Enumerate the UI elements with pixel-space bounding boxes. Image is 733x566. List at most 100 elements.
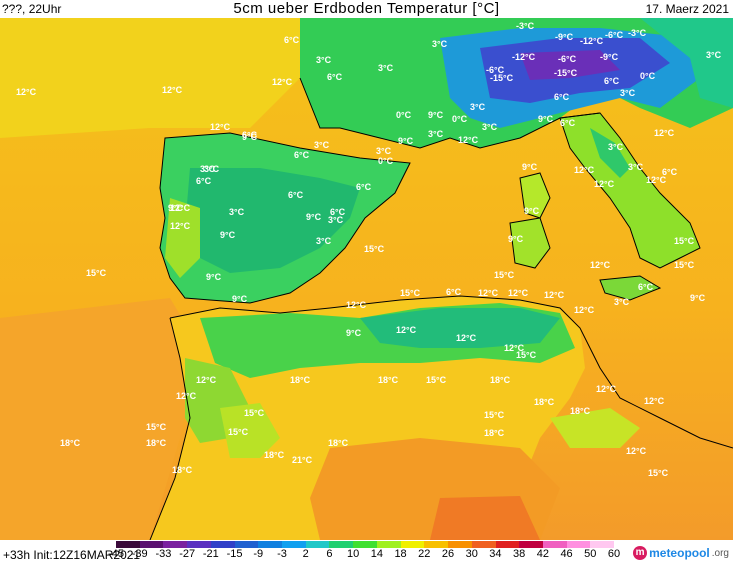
temperature-label: 12°C (508, 288, 529, 298)
temperature-label: 18°C (534, 397, 555, 407)
land-italy (560, 113, 700, 268)
temperature-label: 3°C (316, 55, 332, 65)
temperature-label: 3°C (428, 129, 444, 139)
temperature-label: -12°C (512, 52, 536, 62)
temperature-label: 3°C (316, 236, 332, 246)
temperature-label: 18°C (328, 438, 349, 448)
temperature-label: 12°C (346, 300, 367, 310)
legend-tick-label: 38 (513, 548, 526, 560)
legend-swatch (139, 541, 164, 548)
temperature-label: 12°C (272, 77, 293, 87)
legend-tick-label: 18 (394, 548, 407, 560)
meteopool-logo-icon: m (633, 546, 648, 560)
temperature-label: 15°C (86, 268, 107, 278)
legend-swatch (329, 541, 354, 548)
legend-tick-label: 50 (584, 548, 597, 560)
temperature-label: 6°C (356, 182, 372, 192)
temperature-label: 12°C (574, 305, 595, 315)
legend-swatch (163, 541, 188, 548)
temperature-label: 3°C (376, 146, 392, 156)
temperature-label: 18°C (264, 450, 285, 460)
italy-apennines (590, 128, 630, 178)
temperature-label: 15°C (494, 270, 515, 280)
temperature-label: 3°C (204, 164, 220, 174)
temperature-label: 9°C (522, 162, 538, 172)
brand[interactable]: m meteopool .org (633, 546, 729, 560)
temperature-label: 15°C (364, 244, 385, 254)
temperature-label: 6°C (294, 150, 310, 160)
legend-swatch (542, 541, 567, 548)
temperature-label: 15°C (146, 422, 167, 432)
iberia-interior (185, 168, 360, 273)
legend-swatch (282, 541, 306, 548)
temperature-label: 6°C (662, 167, 678, 177)
temperature-label: 6°C (446, 287, 462, 297)
legend-tick-labels: -45 -39 -33 -27 -21 -15 -9 -3 2 6 10 14 18 22 26 30 34 38… (108, 548, 626, 562)
land-sardinia (510, 218, 550, 268)
temperature-label: 12°C (210, 122, 231, 132)
temperature-label: 12°C (170, 221, 191, 231)
temperature-label: 12°C (196, 375, 217, 385)
land-balkan (640, 18, 733, 108)
temperature-label: 6°C (554, 92, 570, 102)
legend-swatch (566, 541, 591, 548)
temperature-label: 12°C (176, 391, 197, 401)
atlantic-south-area (0, 298, 200, 540)
legend-swatch (424, 541, 449, 548)
temperature-label: 3°C (378, 63, 394, 73)
temperature-label: 9°C (242, 132, 258, 142)
temperature-label: 6°C (560, 118, 576, 128)
temperature-label: -6°C (605, 30, 624, 40)
legend-swatch (353, 541, 377, 548)
coastlines (149, 77, 733, 540)
temperature-label: 9°C (232, 294, 248, 304)
temperature-label: 12°C (456, 333, 477, 343)
temperature-map: 6°C3°C12°C12°C 12°C3°C6°C3°C3°C-3°C-9°C -6… (0, 18, 733, 540)
temperature-label: 6°C (330, 207, 346, 217)
legend-tick-label: -21 (202, 548, 219, 560)
legend-tick-label: 34 (489, 548, 502, 560)
legend-swatch (210, 541, 235, 548)
temperature-label: 9°C (168, 203, 184, 213)
temperature-label: 12°C (594, 179, 615, 189)
temperature-label: 3°C (470, 102, 486, 112)
map-title: 5cm ueber Erdboden Temperatur [°C] (233, 0, 500, 17)
temperature-label: 18°C (290, 375, 311, 385)
temperature-label: 9°C (398, 136, 414, 146)
temperature-label: 12°C (596, 384, 617, 394)
legend-tick-label: 14 (370, 548, 383, 560)
atlas-core (360, 308, 560, 348)
temperature-label: 6°C (604, 76, 620, 86)
temperature-label: 3°C (200, 164, 216, 174)
legend-tick-label: -45 (108, 548, 124, 560)
temperature-label: 3°C (314, 140, 330, 150)
model-run-info: +33h Init:12Z16MAR2021 (3, 548, 141, 562)
temperature-label: 6°C (196, 176, 212, 186)
temperature-label: 12°C (458, 135, 479, 145)
temperature-label: 18°C (490, 375, 511, 385)
temperature-label: 9°C (538, 114, 554, 124)
temperature-label: 6°C (327, 72, 343, 82)
temperature-label: 15°C (426, 375, 447, 385)
temperature-label: 18°C (146, 438, 167, 448)
legend-tick-label: 30 (465, 548, 478, 560)
temperature-label: 3°C (482, 122, 498, 132)
temperature-label: 15°C (484, 410, 505, 420)
temperature-label: 0°C (396, 110, 412, 120)
temperature-label: 15°C (228, 427, 249, 437)
temperature-label: 12°C (590, 260, 611, 270)
legend-tick-label: 10 (347, 548, 360, 560)
legend-swatch (234, 541, 259, 548)
temperature-label: 12°C (170, 203, 191, 213)
temperature-labels: 6°C3°C12°C12°C 12°C3°C6°C3°C3°C-3°C-9°C -6… (16, 21, 722, 478)
temperature-label: 6°C (242, 130, 258, 140)
temperature-label: -3°C (628, 28, 647, 38)
brand-tld: .org (711, 547, 729, 559)
temperature-label: 6°C (284, 35, 300, 45)
legend-tick-label: -9 (253, 548, 264, 560)
legend-swatch (376, 541, 401, 548)
temperature-label: 12°C (396, 325, 417, 335)
legend-tick-label: 42 (536, 548, 549, 560)
legend-color-bar (116, 541, 615, 548)
sahara-hot (430, 496, 540, 540)
